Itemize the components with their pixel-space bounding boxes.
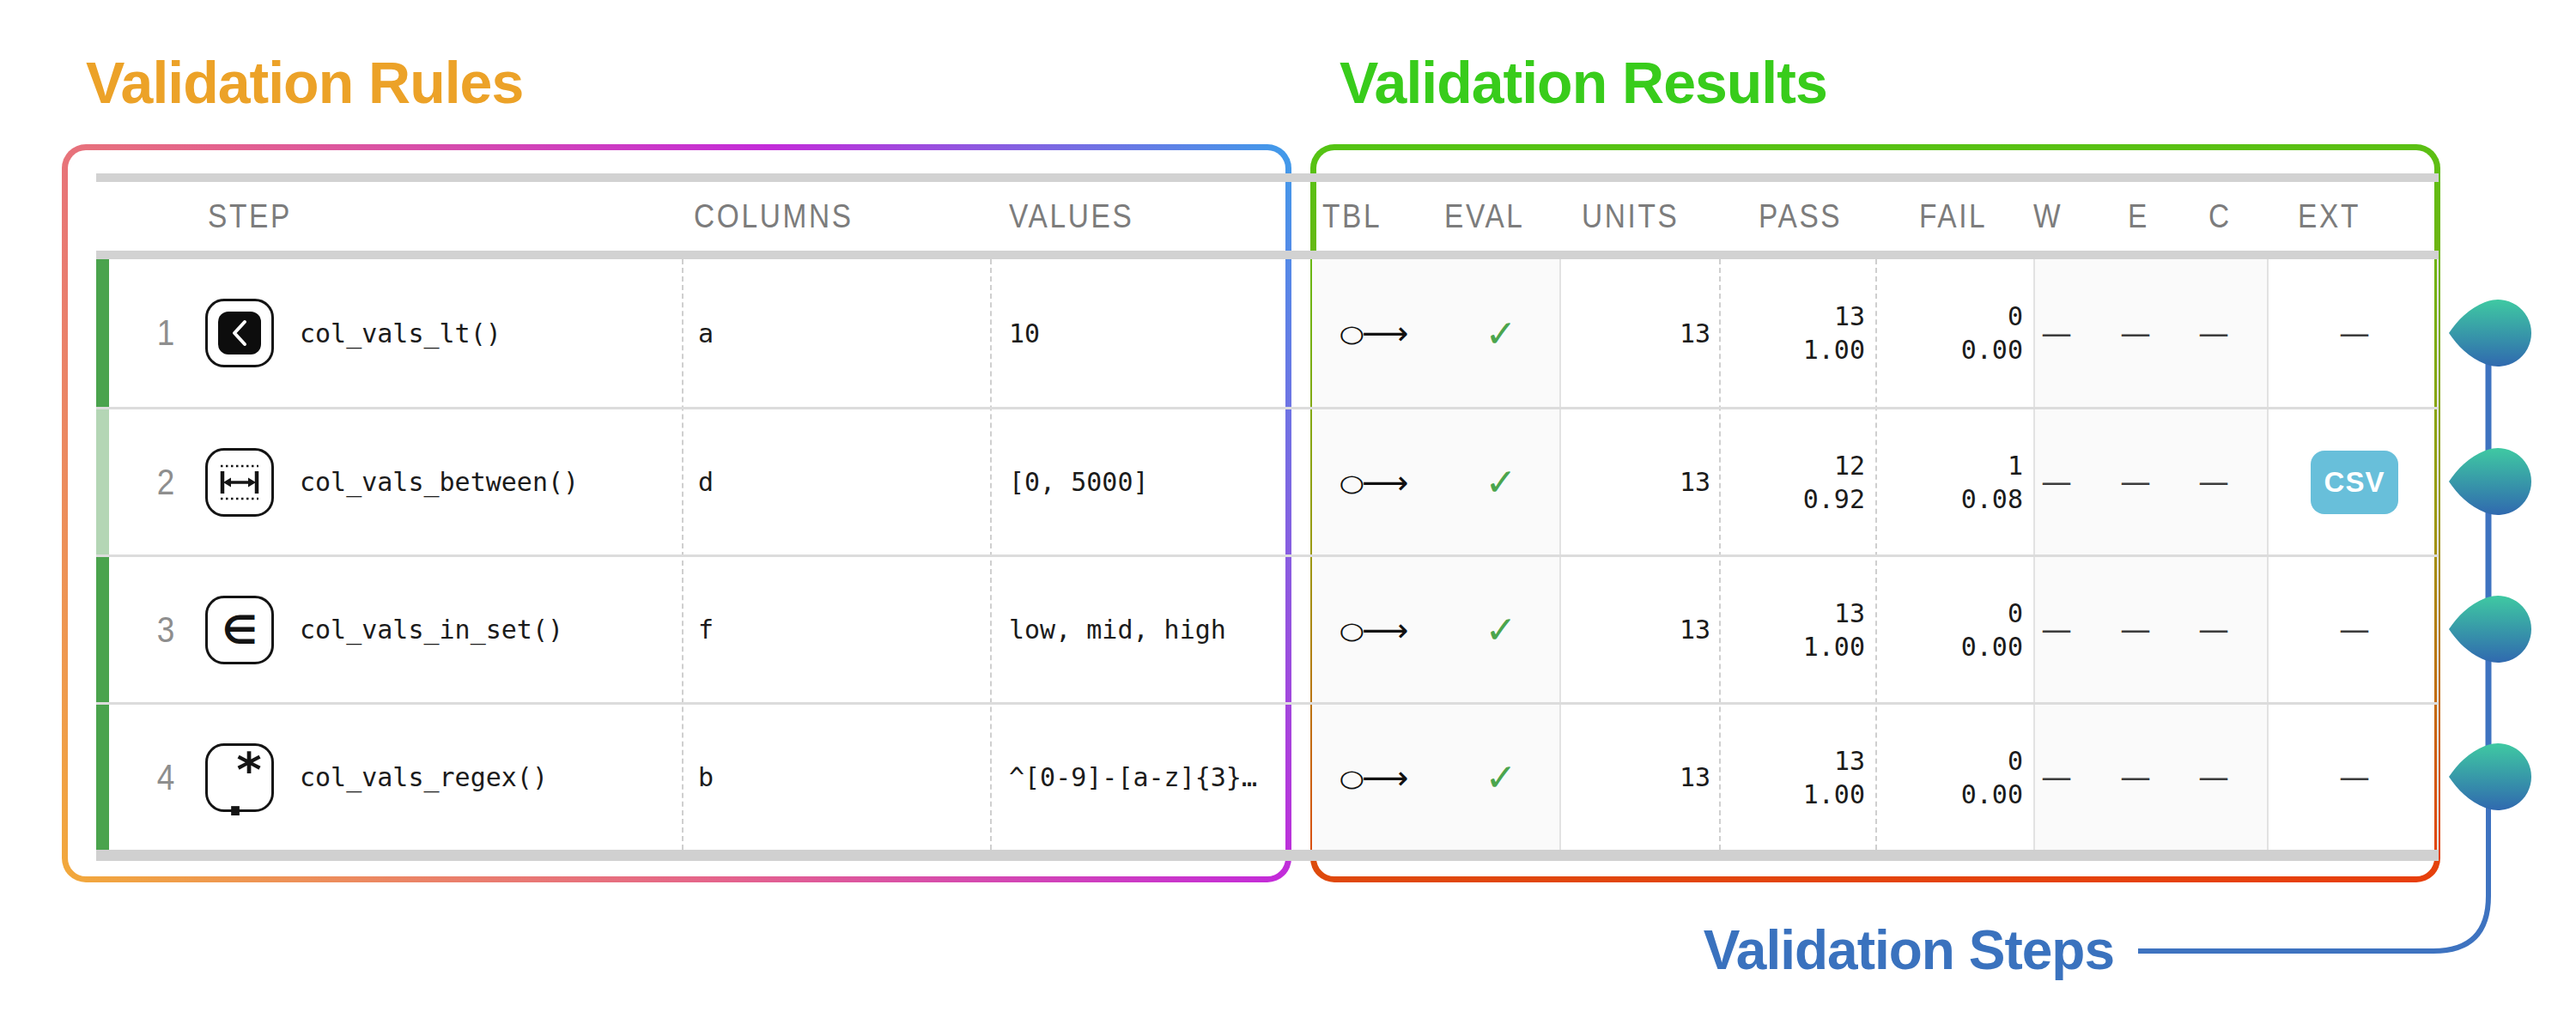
column-header-c: C (2208, 192, 2232, 240)
pass-status-bar (96, 557, 109, 702)
validation-function-name: col_vals_regex() (300, 705, 548, 850)
validation-results-title: Validation Results (1340, 53, 1827, 112)
units-value: 13 (1582, 705, 1710, 850)
column-header-w: W (2033, 192, 2063, 240)
pass-values: 131.00 (1729, 705, 1865, 850)
eval-check-icon: ✓ (1460, 557, 1542, 702)
units-value: 13 (1582, 259, 1710, 407)
less-than-icon (205, 299, 274, 367)
pass-status-bar (96, 259, 109, 407)
table-bottom-rule (96, 850, 2439, 861)
pointblank-validation-diagram: Validation Rules Validation Results STEP… (0, 0, 2576, 1030)
units-value: 13 (1582, 409, 1710, 554)
extract-cell: CSV (2277, 409, 2432, 554)
values-value: 10 (1009, 259, 1040, 407)
step-number: 1 (139, 259, 192, 407)
table-row-2: 2 col_vals_between() d [0, 5000] ○⟶ ✓ 1 (0, 409, 2576, 554)
pass-status-bar (96, 705, 109, 850)
column-header-values: VALUES (1009, 192, 1133, 240)
critical-dash: — (2184, 409, 2244, 554)
csv-download-badge[interactable]: CSV (2311, 451, 2398, 514)
fail-values: 00.00 (1886, 259, 2023, 407)
eval-check-icon: ✓ (1460, 409, 1542, 554)
pass-values: 120.92 (1729, 409, 1865, 554)
step-number: 4 (139, 705, 192, 850)
columns-value: f (698, 557, 714, 702)
warning-dash: — (2026, 409, 2087, 554)
fail-values: 00.00 (1886, 557, 2023, 702)
columns-value: d (698, 409, 714, 554)
in-set-icon: ∈ (205, 596, 274, 664)
extract-dash: — (2277, 259, 2432, 407)
validation-function-name: col_vals_in_set() (300, 557, 563, 702)
values-value: low, mid, high (1009, 557, 1226, 702)
column-header-ext: EXT (2298, 192, 2360, 240)
column-header-tbl: TBL (1322, 192, 1382, 240)
column-header-pass: PASS (1759, 192, 1842, 240)
eval-check-icon: ✓ (1460, 705, 1542, 850)
error-dash: — (2105, 705, 2166, 850)
critical-dash: — (2184, 259, 2244, 407)
table-body: 1 col_vals_lt() a 10 ○⟶ ✓ 13 131.00 00.0… (0, 259, 2576, 850)
eval-check-icon: ✓ (1460, 259, 1542, 407)
columns-value: b (698, 705, 714, 850)
validation-rules-title: Validation Rules (86, 53, 523, 112)
columns-value: a (698, 259, 714, 407)
validation-function-name: col_vals_between() (300, 409, 579, 554)
table-row-3: 3 ∈ col_vals_in_set() f low, mid, high ○… (0, 557, 2576, 702)
table-row-4: 4 . * col_vals_regex() b ^[0-9]-[a-z]{3}… (0, 705, 2576, 850)
values-value: [0, 5000] (1009, 409, 1149, 554)
error-dash: — (2105, 557, 2166, 702)
table-unaltered-icon: ○⟶ (1329, 259, 1419, 407)
fail-values: 00.00 (1886, 705, 2023, 850)
pass-values: 131.00 (1729, 259, 1865, 407)
validation-steps-title: Validation Steps (1537, 920, 2114, 980)
header-bottom-rule (96, 251, 2439, 259)
step-number: 2 (139, 409, 192, 554)
table-top-rule (96, 173, 2439, 182)
extract-dash: — (2277, 705, 2432, 850)
error-dash: — (2105, 259, 2166, 407)
validation-function-name: col_vals_lt() (300, 259, 501, 407)
table-unaltered-icon: ○⟶ (1329, 557, 1419, 702)
pass-status-bar (96, 409, 109, 554)
column-header-units: UNITS (1582, 192, 1680, 240)
pass-values: 131.00 (1729, 557, 1865, 702)
error-dash: — (2105, 409, 2166, 554)
table-row-1: 1 col_vals_lt() a 10 ○⟶ ✓ 13 131.00 00.0… (0, 259, 2576, 407)
between-icon (205, 448, 274, 517)
column-header-fail: FAIL (1919, 192, 1987, 240)
column-header-step: STEP (208, 192, 292, 240)
critical-dash: — (2184, 705, 2244, 850)
units-value: 13 (1582, 557, 1710, 702)
column-header-eval: EVAL (1444, 192, 1525, 240)
warning-dash: — (2026, 705, 2087, 850)
table-unaltered-icon: ○⟶ (1329, 409, 1419, 554)
values-value: ^[0-9]-[a-z]{3}… (1009, 705, 1257, 850)
warning-dash: — (2026, 557, 2087, 702)
regex-icon: . * (205, 743, 274, 812)
extract-dash: — (2277, 557, 2432, 702)
column-header-e: E (2128, 192, 2149, 240)
fail-values: 10.08 (1886, 409, 2023, 554)
table-unaltered-icon: ○⟶ (1329, 705, 1419, 850)
step-number: 3 (139, 557, 192, 702)
column-header-columns: COLUMNS (694, 192, 854, 240)
warning-dash: — (2026, 259, 2087, 407)
critical-dash: — (2184, 557, 2244, 702)
